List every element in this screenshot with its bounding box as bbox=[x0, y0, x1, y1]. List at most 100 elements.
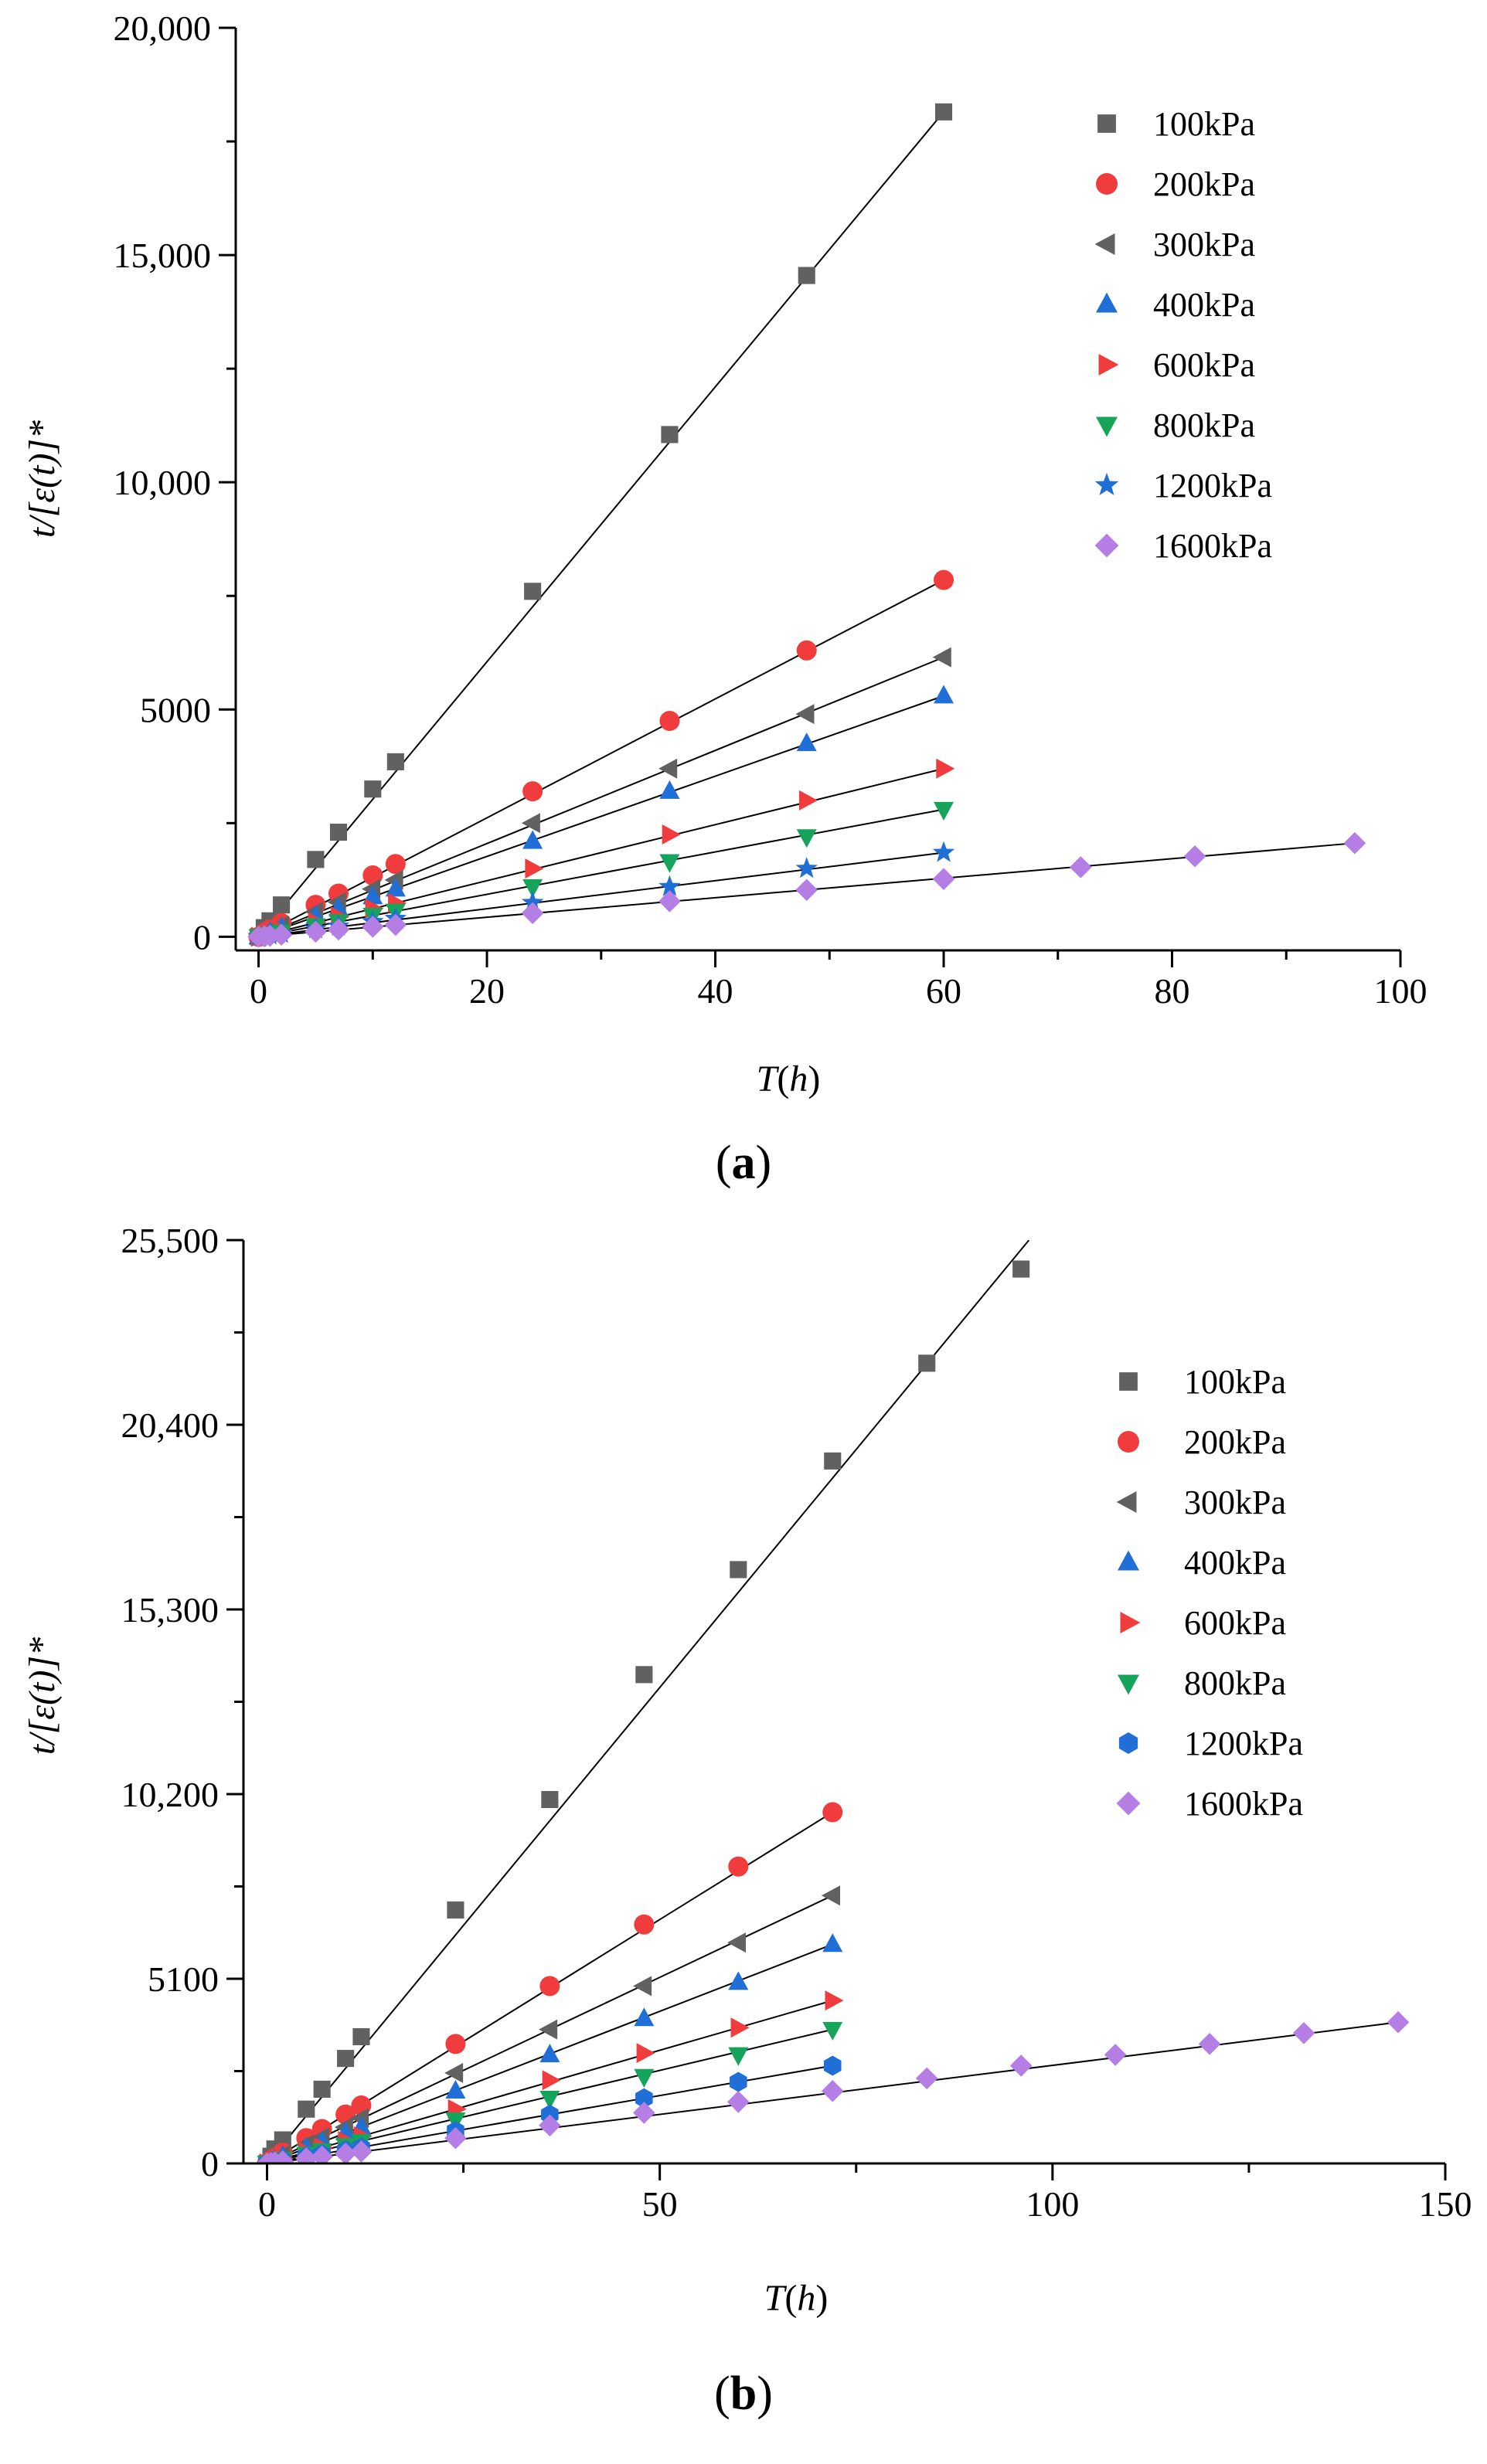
y-tick-label-a-4: 20,000 bbox=[114, 8, 212, 48]
y-tick-label-b-2: 10,200 bbox=[121, 1775, 219, 1814]
data-point-b-200kpa-10 bbox=[634, 1914, 655, 1935]
axes-b: 0 50 100 150 0 5100 10,200 15,300 20,400 25,500 bbox=[121, 1221, 1472, 2224]
data-point-a-200kpa-8 bbox=[522, 781, 543, 802]
x-axis-title-a: T(h) bbox=[757, 1059, 821, 1099]
x-tick-label-a-3: 60 bbox=[926, 971, 961, 1011]
data-point-b-100kpa-8 bbox=[447, 1901, 464, 1919]
data-point-a-800kpa-10 bbox=[796, 829, 817, 848]
data-point-a-300kpa-9 bbox=[658, 758, 678, 779]
legend-marker-a-1200kpa bbox=[1094, 472, 1119, 496]
panel-label-a-close-paren: ) bbox=[756, 1137, 772, 1189]
data-point-b-1600kpa-4 bbox=[295, 2147, 318, 2163]
x-axis-title-b-close-paren: ) bbox=[815, 2278, 828, 2319]
data-point-a-300kpa-10 bbox=[795, 704, 815, 725]
y-tick-label-b-4: 20,400 bbox=[121, 1405, 219, 1445]
data-point-b-300kpa-11 bbox=[726, 1932, 747, 1953]
data-point-a-400kpa-9 bbox=[659, 780, 680, 799]
x-axis-title-b-unit: h bbox=[797, 2278, 815, 2319]
data-point-b-100kpa-13 bbox=[918, 1354, 936, 1372]
data-point-b-1600kpa-8 bbox=[444, 2126, 467, 2150]
legend-marker-b-200kpa bbox=[1118, 1431, 1139, 1453]
data-point-b-100kpa-10 bbox=[635, 1666, 653, 1684]
data-point-b-800kpa-9 bbox=[539, 2090, 560, 2109]
legend-marker-a-200kpa bbox=[1096, 173, 1118, 195]
data-point-a-800kpa-8 bbox=[522, 879, 543, 898]
legend-label-b-600kpa: 600kPa bbox=[1184, 1604, 1286, 1642]
legend-label-a-300kpa: 300kPa bbox=[1153, 226, 1255, 263]
data-point-a-100kpa-11 bbox=[934, 103, 953, 121]
legend-marker-a-300kpa bbox=[1094, 233, 1115, 255]
x-axis-title-a-close-paren: ) bbox=[808, 1059, 820, 1099]
legend-label-a-600kpa: 600kPa bbox=[1153, 346, 1255, 384]
fit-line-a-100kpa bbox=[257, 111, 944, 937]
data-point-b-1600kpa-11 bbox=[726, 2091, 750, 2113]
x-axis-title-a-unit: h bbox=[789, 1059, 808, 1099]
chart-panel-a: 0 20 40 60 80 100 0 5000 10,000 15,000 20,000 100k… bbox=[22, 8, 1427, 1189]
data-point-a-1600kpa-2 bbox=[259, 924, 281, 947]
data-point-a-100kpa-10 bbox=[798, 267, 815, 284]
y-axis-title-a: t/[ε(t)]* bbox=[22, 420, 63, 538]
legend-label-a-800kpa: 800kPa bbox=[1153, 406, 1255, 444]
legend-entry-a-800kpa: 800kPa bbox=[1096, 406, 1255, 444]
data-point-b-300kpa-10 bbox=[633, 1976, 652, 1997]
data-point-a-400kpa-11 bbox=[934, 685, 954, 704]
legend-entry-b-1600kpa: 1600kPa bbox=[1116, 1785, 1303, 1823]
data-point-b-800kpa-11 bbox=[728, 2047, 749, 2066]
panel-label-a-letter: a bbox=[732, 1137, 756, 1189]
x-tick-label-a-4: 80 bbox=[1155, 971, 1190, 1011]
data-point-a-200kpa-9 bbox=[659, 710, 680, 731]
data-point-b-600kpa-11 bbox=[730, 2017, 750, 2038]
y-tick-label-b-5: 25,500 bbox=[121, 1221, 219, 1260]
data-point-b-1600kpa-9 bbox=[539, 2114, 561, 2137]
data-point-a-800kpa-11 bbox=[934, 801, 954, 821]
panel-label-b: (b) bbox=[714, 2367, 773, 2420]
legend-entry-a-600kpa: 600kPa bbox=[1098, 346, 1255, 384]
legend-entry-a-200kpa: 200kPa bbox=[1096, 165, 1255, 203]
data-point-b-100kpa-11 bbox=[730, 1561, 747, 1579]
data-point-b-100kpa-6 bbox=[337, 2050, 355, 2068]
legend-label-b-1200kpa: 1200kPa bbox=[1184, 1725, 1303, 1762]
data-point-b-1200kpa-12 bbox=[823, 2055, 842, 2076]
chart-panel-b: 0 50 100 150 0 5100 10,200 15,300 20,400 25,500 1… bbox=[22, 1221, 1472, 2420]
data-point-b-1600kpa-7 bbox=[350, 2140, 373, 2163]
legend-label-a-200kpa: 200kPa bbox=[1153, 165, 1255, 203]
data-point-a-1600kpa-3 bbox=[270, 923, 293, 947]
legend-marker-b-1200kpa bbox=[1118, 1732, 1138, 1754]
x-axis-title-b-symbol: T bbox=[764, 2278, 788, 2319]
data-point-a-300kpa-11 bbox=[932, 647, 951, 668]
legend-marker-b-400kpa bbox=[1118, 1550, 1139, 1571]
legend-label-a-1600kpa: 1600kPa bbox=[1153, 527, 1272, 565]
data-point-b-1200kpa-11 bbox=[730, 2071, 747, 2092]
data-point-b-100kpa-4 bbox=[298, 2100, 315, 2118]
legend-label-b-400kpa: 400kPa bbox=[1184, 1544, 1286, 1582]
data-point-b-400kpa-11 bbox=[728, 1971, 749, 1990]
data-point-b-1200kpa-10 bbox=[635, 2088, 653, 2109]
data-point-b-200kpa-11 bbox=[728, 1856, 749, 1877]
data-point-a-400kpa-6 bbox=[362, 885, 383, 905]
data-point-a-600kpa-11 bbox=[936, 758, 955, 779]
legend-marker-b-1600kpa bbox=[1116, 1791, 1141, 1816]
data-point-b-1600kpa-3 bbox=[271, 2150, 294, 2163]
data-point-b-800kpa-10 bbox=[634, 2068, 655, 2088]
legend-label-a-1200kpa: 1200kPa bbox=[1153, 467, 1272, 505]
data-point-b-300kpa-9 bbox=[539, 2019, 558, 2040]
data-point-a-100kpa-9 bbox=[661, 426, 679, 444]
data-point-a-100kpa-8 bbox=[524, 583, 542, 600]
legend-label-b-300kpa: 300kPa bbox=[1184, 1483, 1286, 1521]
data-point-b-800kpa-12 bbox=[822, 2021, 843, 2041]
data-point-a-200kpa-10 bbox=[796, 640, 817, 661]
legend-marker-a-600kpa bbox=[1098, 354, 1119, 376]
x-axis-title-a-symbol: T bbox=[757, 1059, 780, 1099]
data-point-a-1600kpa-4 bbox=[305, 920, 327, 943]
plot-area-a bbox=[247, 103, 1366, 948]
data-point-b-200kpa-8 bbox=[445, 2034, 466, 2054]
y-tick-label-b-3: 15,300 bbox=[121, 1590, 219, 1630]
axes-a: 0 20 40 60 80 100 0 5000 10,000 15,000 20,000 bbox=[114, 8, 1427, 1011]
data-point-a-1600kpa-12 bbox=[1070, 856, 1092, 879]
y-tick-label-a-1: 5000 bbox=[140, 690, 211, 729]
data-point-b-1600kpa-12 bbox=[821, 2079, 844, 2102]
y-tick-label-a-3: 15,000 bbox=[114, 236, 212, 275]
legend-label-b-1600kpa: 1600kPa bbox=[1184, 1785, 1303, 1823]
data-point-a-300kpa-8 bbox=[521, 813, 540, 834]
data-point-b-100kpa-5 bbox=[313, 2080, 331, 2098]
